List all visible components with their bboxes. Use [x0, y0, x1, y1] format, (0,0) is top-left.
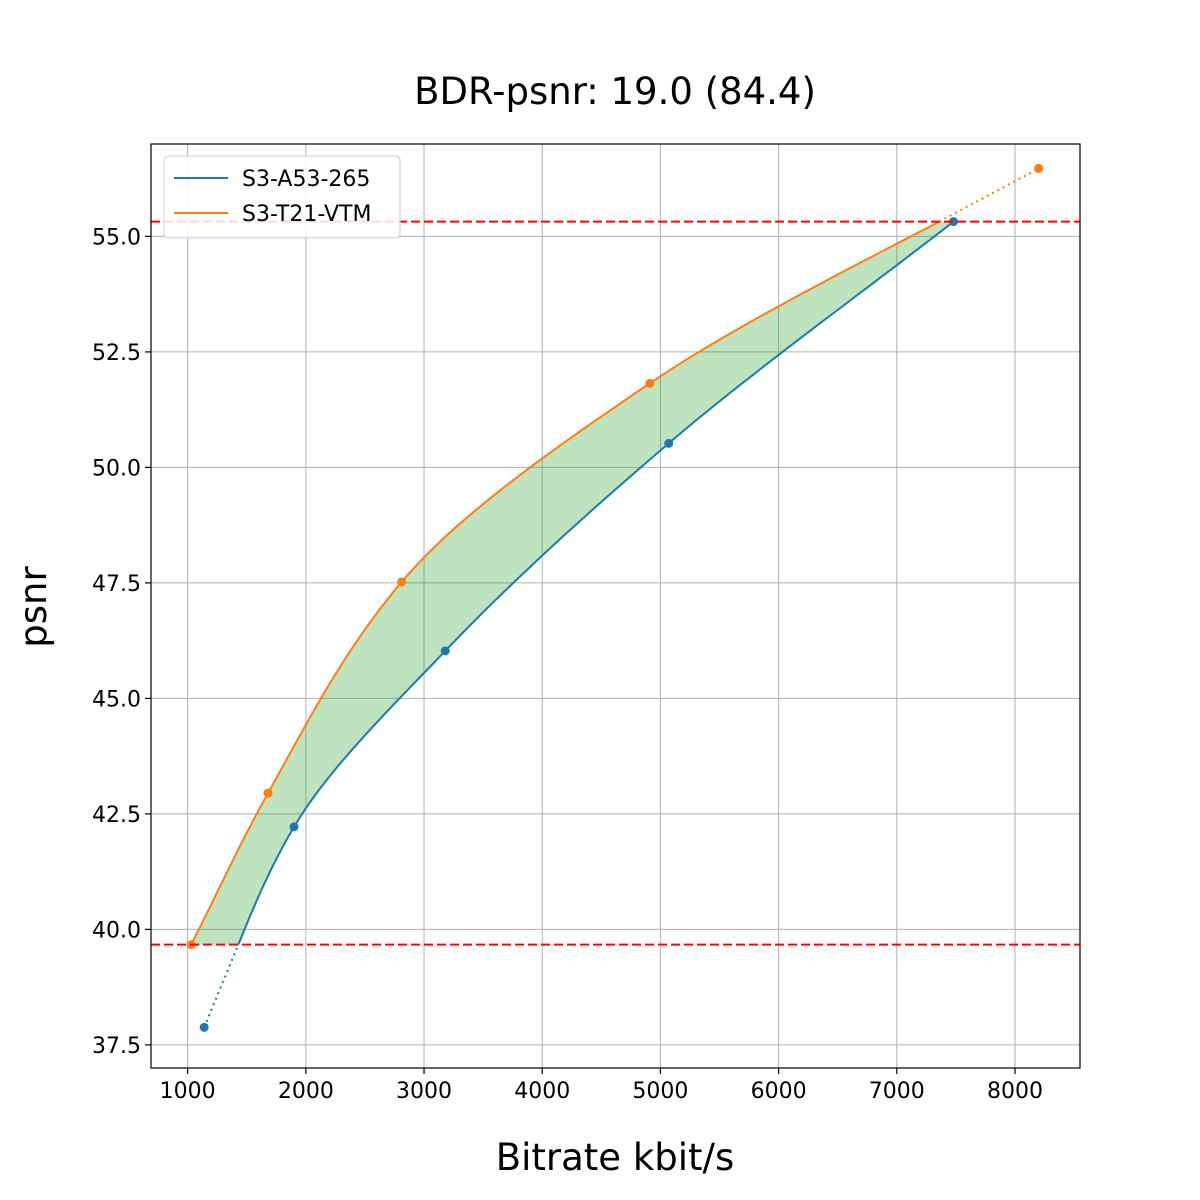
series-1	[186, 163, 1044, 950]
legend: S3-A53-265 S3-T21-VTM	[163, 155, 401, 239]
grid-lines	[151, 144, 1080, 1068]
y-tick-label: 40.0	[92, 918, 141, 943]
x-tick-label: 7000	[869, 1079, 925, 1104]
y-tick-label: 47.5	[92, 572, 141, 597]
data-point	[1034, 163, 1044, 173]
y-tick-label: 42.5	[92, 803, 141, 828]
y-tick-label: 50.0	[92, 456, 141, 481]
data-point	[664, 438, 674, 448]
x-tick-label: 3000	[396, 1079, 452, 1104]
plot-frame	[150, 143, 1081, 1069]
data-point	[949, 217, 959, 227]
series-extrapolation-line	[938, 167, 1040, 223]
x-axis-label: Bitrate kbit/s	[496, 1136, 735, 1179]
data-point	[397, 577, 407, 587]
data-point	[440, 646, 450, 656]
legend-label: S3-A53-265	[242, 167, 370, 192]
y-axis-label: psnr	[12, 566, 55, 648]
bdr-fill-area	[191, 221, 954, 945]
x-tick-label: 5000	[632, 1079, 688, 1104]
chart-title: BDR-psnr: 19.0 (84.4)	[414, 70, 816, 113]
x-tick-label: 1000	[160, 1079, 216, 1104]
series-extrapolation-line	[203, 944, 240, 1028]
y-tick-label: 45.0	[92, 687, 141, 712]
data-point	[199, 1022, 209, 1032]
y-tick-label: 55.0	[92, 225, 141, 250]
data-point	[645, 378, 655, 388]
data-point	[289, 822, 299, 832]
x-tick-label: 6000	[751, 1079, 807, 1104]
y-tick-label: 37.5	[92, 1034, 141, 1059]
x-tick-label: 4000	[514, 1079, 570, 1104]
x-tick-label: 2000	[278, 1079, 334, 1104]
legend-box	[163, 155, 401, 239]
data-point	[263, 788, 273, 798]
y-tick-label: 52.5	[92, 341, 141, 366]
series-0	[199, 217, 959, 1032]
x-tick-label: 8000	[987, 1079, 1043, 1104]
legend-label: S3-T21-VTM	[242, 202, 371, 227]
